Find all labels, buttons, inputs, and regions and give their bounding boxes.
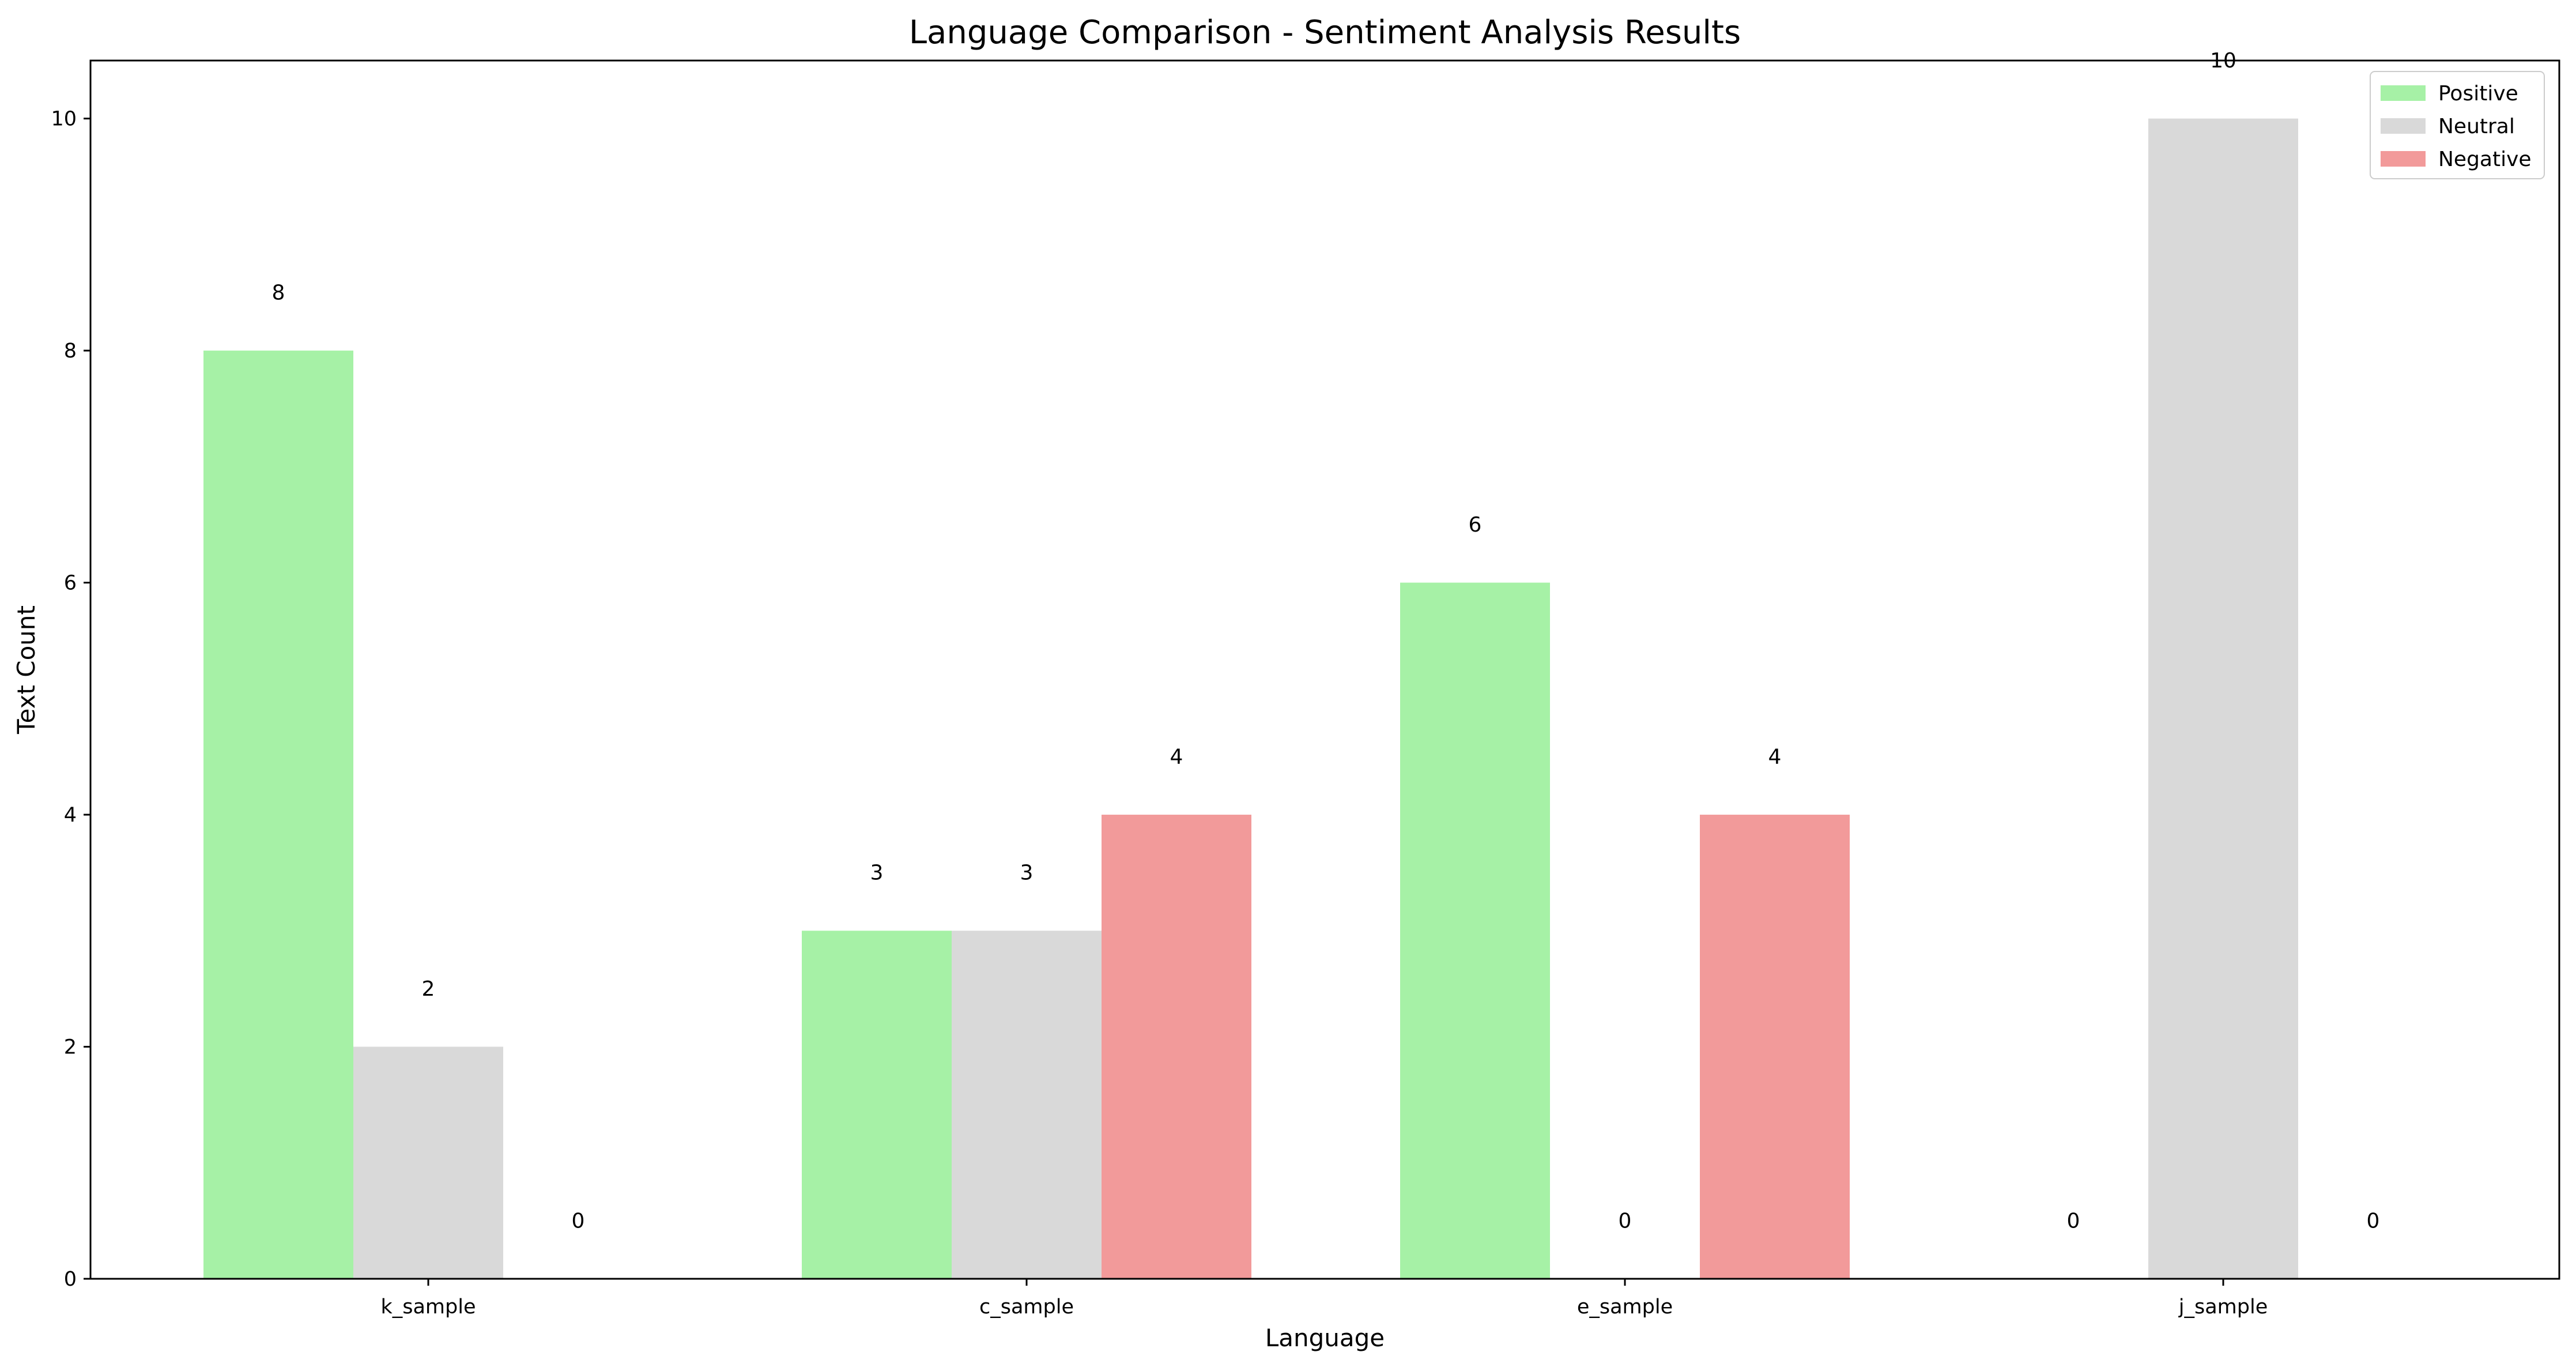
x-tick-label-j_sample: j_sample: [2178, 1296, 2268, 1319]
bars-layer: [203, 118, 2298, 1279]
y-tick-label: 8: [64, 340, 77, 363]
value-label-neutral-c_sample: 3: [1020, 861, 1034, 885]
y-tick-label: 2: [64, 1036, 77, 1059]
chart-title: Language Comparison - Sentiment Analysis…: [909, 14, 1741, 51]
bar-positive-e_sample: [1400, 582, 1550, 1279]
bar-positive-k_sample: [203, 351, 353, 1279]
x-axis-label: Language: [1265, 1324, 1385, 1352]
bar-neutral-c_sample: [952, 931, 1102, 1279]
value-label-negative-k_sample: 0: [572, 1209, 585, 1233]
x-tick-label-e_sample: e_sample: [1577, 1296, 1673, 1319]
value-label-neutral-k_sample: 2: [422, 977, 435, 1001]
legend-swatch-positive: [2381, 85, 2426, 101]
bar-positive-c_sample: [802, 931, 952, 1279]
legend-swatch-negative: [2381, 151, 2426, 167]
value-label-negative-j_sample: 0: [2367, 1209, 2380, 1233]
x-tick-label-k_sample: k_sample: [380, 1296, 476, 1319]
value-label-positive-c_sample: 3: [870, 861, 884, 885]
bar-neutral-j_sample: [2148, 118, 2298, 1279]
value-label-negative-e_sample: 4: [1768, 745, 1782, 769]
legend-label-positive: Positive: [2438, 82, 2518, 106]
value-label-positive-e_sample: 6: [1469, 513, 1482, 537]
value-label-positive-j_sample: 0: [2067, 1209, 2080, 1233]
y-tick-label: 4: [64, 804, 77, 827]
y-tick-label: 10: [51, 108, 77, 131]
value-label-positive-k_sample: 8: [272, 281, 285, 304]
value-label-neutral-e_sample: 0: [1619, 1209, 1632, 1233]
value-label-negative-c_sample: 4: [1170, 745, 1183, 769]
y-axis: 0 2 4 6 8 10: [51, 108, 90, 1291]
x-axis: k_sample c_sample e_sample j_sample: [380, 1279, 2268, 1319]
bar-neutral-k_sample: [353, 1046, 503, 1279]
legend-label-negative: Negative: [2438, 148, 2532, 171]
bar-negative-e_sample: [1700, 815, 1850, 1279]
plot-frame: [89, 59, 2560, 1280]
x-tick-label-c_sample: c_sample: [979, 1296, 1074, 1319]
legend: Positive Neutral Negative: [2370, 71, 2545, 179]
bar-negative-c_sample: [1102, 815, 1251, 1279]
y-tick-label: 6: [64, 572, 77, 595]
y-axis-label: Text Count: [12, 605, 40, 735]
y-tick-label: 0: [64, 1268, 77, 1291]
legend-swatch-neutral: [2381, 118, 2426, 134]
legend-label-neutral: Neutral: [2438, 115, 2515, 138]
